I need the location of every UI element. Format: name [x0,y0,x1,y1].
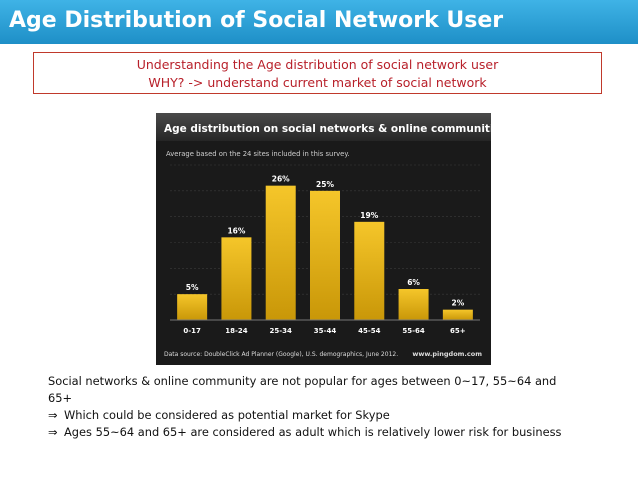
category-label-18-24: 18-24 [225,327,248,335]
bar-35-44 [310,190,340,320]
bar-18-24 [221,237,252,320]
bullet-2: ⇒ Ages 55~64 and 65+ are considered as ad… [48,424,608,441]
chart-image: Age distribution on social networks & on… [156,113,491,365]
category-label-0-17: 0-17 [183,327,201,335]
value-label-18-24: 16% [227,226,245,235]
subtitle-line-1: Understanding the Age distribution of so… [136,57,499,72]
bullet-1-text: Which could be considered as potential m… [64,408,390,422]
bullet-2-text: Ages 55~64 and 65+ are considered as adu… [64,425,562,439]
chart-subtitle: Average based on the 24 sites included i… [166,150,350,158]
value-label-45-54: 19% [360,211,378,220]
body-line-2: 65+ [48,391,73,405]
chart-source: Data source: DoubleClick Ad Planner (Goo… [164,351,398,358]
bar-65+ [442,309,473,320]
bar-0-17 [177,294,208,320]
bar-chart: Age distribution on social networks & on… [156,113,491,358]
title-bar: Age Distribution of Social Network User [0,0,638,44]
subtitle-box: Understanding the Age distribution of so… [33,52,602,94]
arrow-icon: ⇒ [48,425,58,439]
body-text: Social networks & online community are n… [48,373,608,441]
value-label-0-17: 5% [186,283,199,292]
value-label-65+: 2% [451,299,464,308]
category-label-55-64: 55-64 [402,327,425,335]
value-label-55-64: 6% [407,278,420,287]
body-line-1: Social networks & online community are n… [48,374,557,388]
category-label-65+: 65+ [450,327,466,335]
value-label-35-44: 25% [316,180,334,189]
category-label-25-34: 25-34 [270,327,293,335]
chart-header [156,113,491,141]
subtitle-line-2: WHY? -> understand current market of soc… [148,75,487,90]
arrow-icon: ⇒ [48,408,58,422]
bar-25-34 [265,185,296,320]
chart-title: Age distribution on social networks & on… [164,123,491,135]
category-label-45-54: 45-54 [358,327,381,335]
chart-credit: www.pingdom.com [412,350,482,358]
value-label-25-34: 26% [272,175,290,184]
bar-45-54 [354,221,385,320]
bar-55-64 [398,289,429,320]
category-label-35-44: 35-44 [314,327,337,335]
slide-title: Age Distribution of Social Network User [9,8,504,33]
bullet-1: ⇒ Which could be considered as potential … [48,407,608,424]
